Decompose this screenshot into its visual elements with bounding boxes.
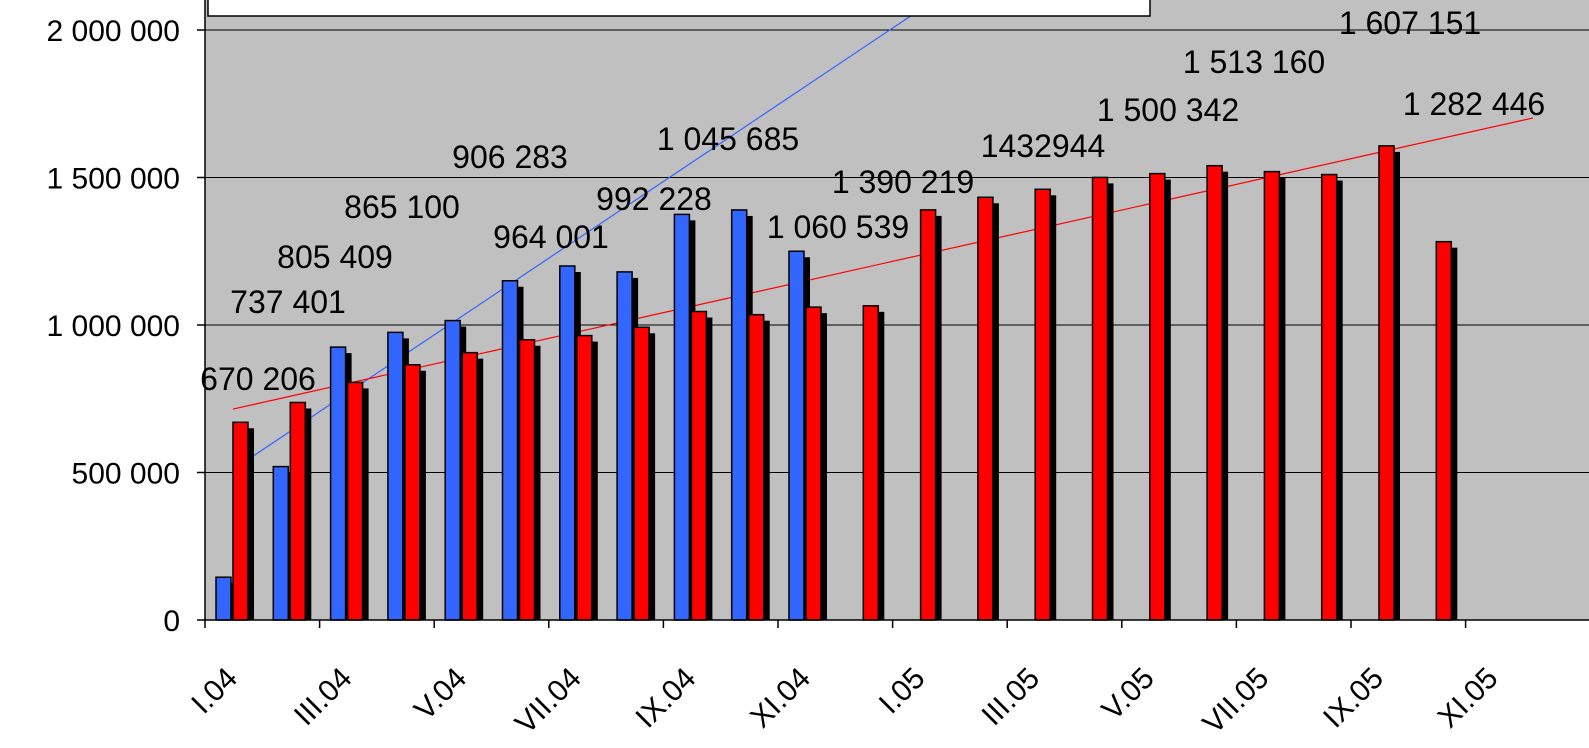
bar: [788, 250, 805, 621]
data-label: 1 607 151: [1339, 5, 1481, 41]
y-tick-label: 500 000: [72, 458, 180, 491]
bar: [673, 213, 691, 621]
bar: [1320, 173, 1338, 621]
data-label: 737 401: [230, 284, 346, 320]
y-tick-label: 2 000 000: [47, 15, 180, 48]
x-tick-label: V.04: [408, 662, 473, 727]
axes: [197, 0, 1589, 628]
bar: [444, 319, 461, 621]
y-tick-label: 1 000 000: [47, 310, 180, 343]
bar: [215, 576, 232, 621]
x-tick-label: VII.05: [1197, 662, 1276, 741]
bar: [690, 310, 708, 621]
bar: [329, 346, 347, 621]
bar: [616, 271, 633, 621]
data-label: 906 283: [452, 139, 568, 175]
data-label: 1 282 446: [1403, 86, 1545, 122]
bar: [559, 265, 576, 621]
bar: [747, 313, 765, 621]
bar: [289, 401, 307, 621]
bar: [805, 306, 822, 621]
bar: [1034, 188, 1051, 621]
bar: [346, 381, 364, 621]
legend-box: [207, 0, 1151, 17]
bar: [1263, 170, 1281, 621]
x-tick-labels: I.04 III.04 V.04 VII.04 IX.04 XI.04 I.05 III.05…: [185, 662, 1504, 741]
data-label: 1 500 342: [1097, 92, 1239, 128]
bar: [518, 339, 536, 621]
data-label: 670 206: [200, 361, 316, 397]
x-tick-label: III.05: [976, 662, 1047, 733]
bar: [1091, 176, 1109, 621]
bar: [1378, 145, 1395, 621]
bar: [919, 209, 937, 621]
data-label: 964 001: [493, 219, 609, 255]
bar: [1149, 172, 1166, 621]
bar: [404, 364, 421, 621]
bar: [633, 326, 650, 621]
x-tick-label: V.05: [1096, 662, 1161, 727]
x-tick-label: XI.04: [744, 662, 817, 735]
x-tick-label: I.04: [185, 662, 244, 721]
data-label: 865 100: [344, 189, 460, 225]
bar: [862, 305, 880, 621]
x-tick-label: VII.04: [509, 662, 588, 741]
bar: [576, 334, 593, 621]
gridlines: [205, 29, 1589, 473]
data-label: 805 409: [277, 239, 393, 275]
data-label: 992 228: [596, 181, 712, 217]
y-tick-label: 1 500 000: [47, 163, 180, 196]
x-tick-label: III.04: [288, 662, 359, 733]
bar: [501, 280, 519, 621]
data-label: 1 045 685: [657, 121, 799, 157]
bar: [232, 421, 249, 621]
bar: [730, 209, 748, 621]
x-tick-label: IX.05: [1317, 662, 1390, 735]
x-tick-label: IX.04: [629, 662, 702, 735]
bar: [1435, 240, 1453, 621]
data-label: 1432944: [981, 128, 1106, 164]
y-tick-labels: 0 500 000 1 000 000 1 500 000 2 000 000: [47, 15, 180, 638]
data-label: 1 513 160: [1183, 44, 1325, 80]
x-tick-label: XI.05: [1432, 662, 1505, 735]
data-label: 1 060 539: [767, 209, 909, 245]
bar: [977, 196, 994, 621]
y-tick-label: 0: [163, 605, 180, 638]
bar: [461, 351, 478, 621]
plot-area: [205, 0, 1589, 620]
bars: [215, 145, 1458, 621]
bar: [1206, 164, 1223, 621]
bar: [387, 331, 404, 621]
data-labels: 670 206 737 401 805 409 865 100 906 283 964 0…: [200, 5, 1545, 397]
bar: [272, 465, 290, 621]
x-tick-label: I.05: [873, 662, 932, 721]
data-label: 1 390 219: [832, 164, 974, 200]
